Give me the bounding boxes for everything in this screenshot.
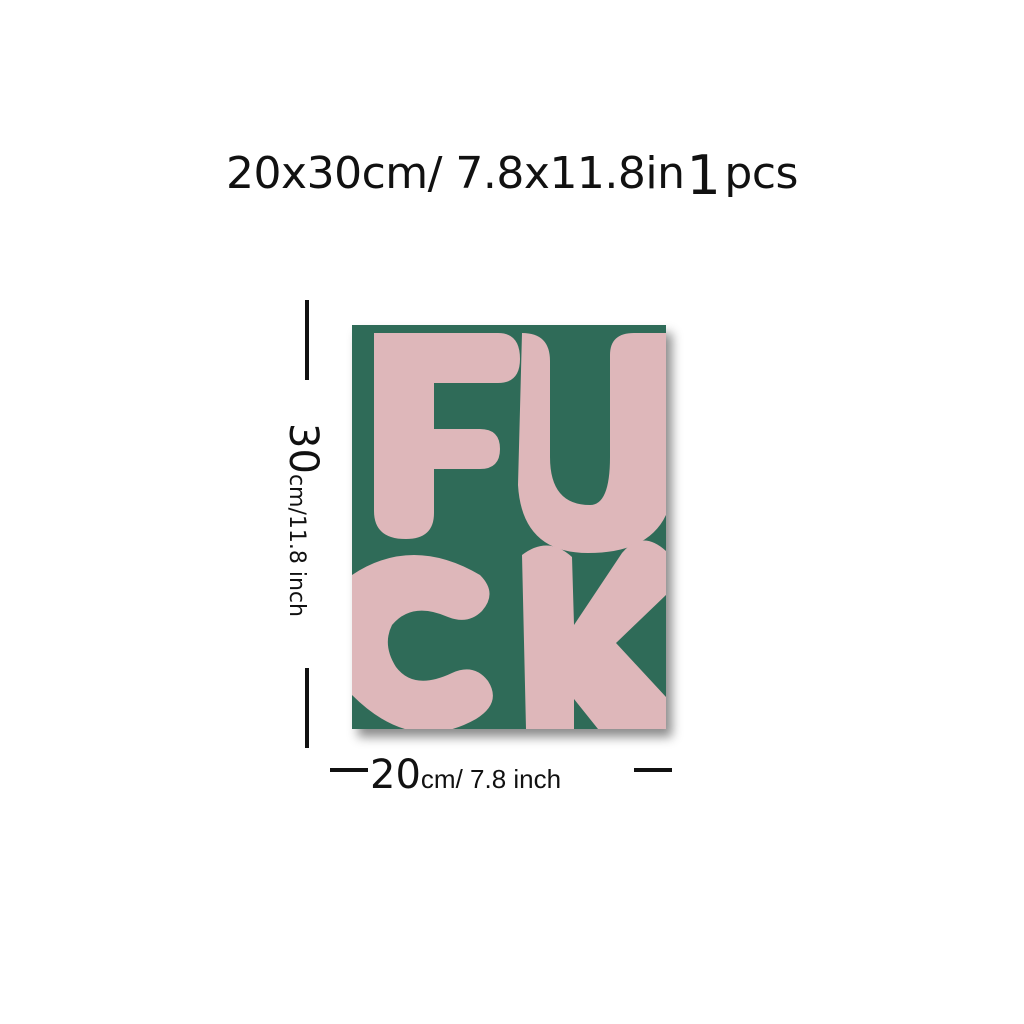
width-label: 20cm/ 7.8 inch [370,752,561,798]
shape-top-right [518,333,666,553]
poster-canvas [352,325,666,729]
shape-bottom-left [352,555,493,729]
poster-shapes [352,333,666,729]
width-tick-left [330,768,368,772]
width-unit: cm/ 7.8 inch [420,764,562,794]
width-tick-right [634,768,672,772]
size-headline: 20x30cm/ 7.8x11.8in1pcs [0,138,1024,207]
quantity-unit: pcs [724,148,798,199]
height-value: 30 [280,423,326,474]
shape-top-left [374,333,520,539]
height-label: 30cm/11.8 inch [280,423,326,617]
quantity-number: 1 [686,144,721,207]
poster-artwork [352,325,666,729]
height-tick-top [305,300,309,380]
shape-bottom-right [522,540,666,729]
width-value: 20 [370,752,421,798]
height-tick-bottom [305,668,309,748]
size-text: 20x30cm/ 7.8x11.8in [226,148,685,199]
height-unit: cm/11.8 inch [284,473,309,617]
